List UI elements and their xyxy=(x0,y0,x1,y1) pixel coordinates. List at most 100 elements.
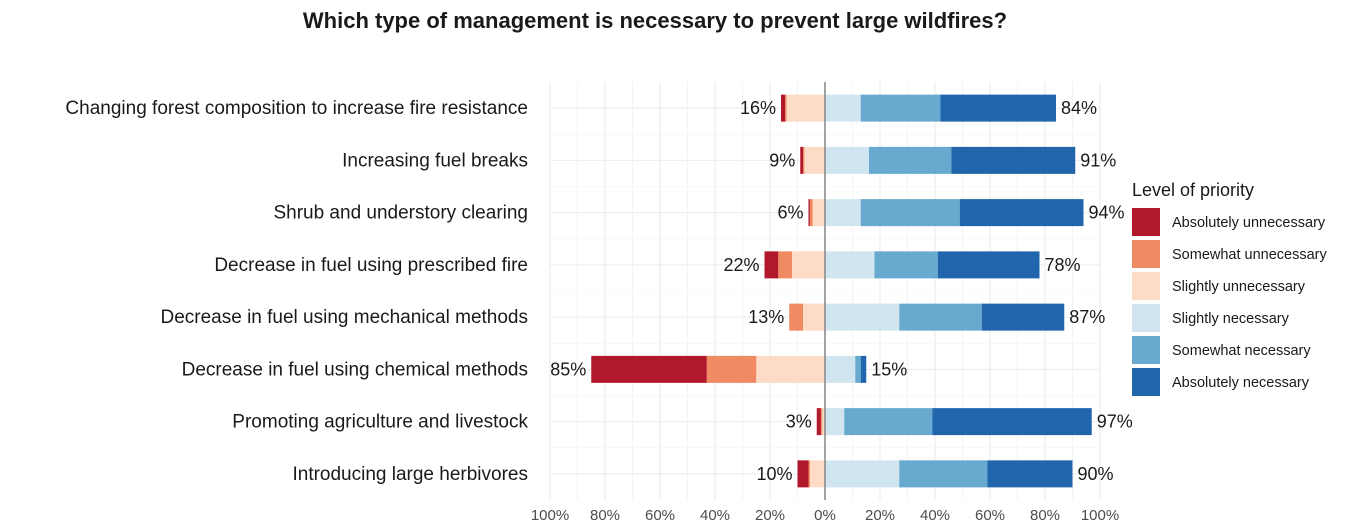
bar-segment xyxy=(860,355,867,383)
bar-segment xyxy=(825,303,900,331)
bar-segment xyxy=(855,355,861,383)
bar-segment xyxy=(803,146,805,174)
bar-segment xyxy=(825,251,875,279)
x-tick-label: 100% xyxy=(531,507,569,524)
bar-segment xyxy=(981,303,1065,331)
bar-segment xyxy=(764,251,779,279)
bar-segment xyxy=(809,460,825,488)
bar-segment xyxy=(809,199,813,227)
chart-title: Which type of management is necessary to… xyxy=(302,8,1008,33)
legend-swatch xyxy=(1132,304,1160,332)
positive-total-label: 90% xyxy=(1078,464,1114,484)
bar-segment xyxy=(940,94,1056,122)
legend-label: Absolutely necessary xyxy=(1172,375,1310,391)
bar-segment xyxy=(825,460,900,488)
legend-label: Slightly necessary xyxy=(1172,311,1290,327)
bar-segment xyxy=(860,94,941,122)
bar-segment xyxy=(803,303,825,331)
bar-segment xyxy=(937,251,1040,279)
bar-segment xyxy=(825,146,869,174)
bar-segment xyxy=(591,355,707,383)
bar-segment xyxy=(781,94,786,122)
category-label: Decrease in fuel using chemical methods xyxy=(182,359,528,380)
legend: Level of priority Absolutely unnecessary S… xyxy=(1132,180,1327,396)
category-label: Introducing large herbivores xyxy=(292,464,528,485)
positive-total-label: 78% xyxy=(1045,255,1081,275)
x-tick-label: 20% xyxy=(755,507,785,524)
x-tick-label: 60% xyxy=(975,507,1005,524)
bar-segment xyxy=(825,408,845,436)
bar-segment xyxy=(899,460,988,488)
positive-total-label: 94% xyxy=(1089,203,1125,223)
x-tick-label: 60% xyxy=(645,507,675,524)
legend-label: Somewhat necessary xyxy=(1172,343,1311,359)
legend-swatch xyxy=(1132,208,1160,236)
legend-label: Absolutely unnecessary xyxy=(1172,215,1326,231)
category-label: Decrease in fuel using prescribed fire xyxy=(214,255,528,276)
negative-total-label: 6% xyxy=(777,203,803,223)
legend-swatch xyxy=(1132,272,1160,300)
positive-total-label: 84% xyxy=(1061,98,1097,118)
bar-segment xyxy=(812,199,825,227)
bar-segment xyxy=(825,199,861,227)
category-label: Decrease in fuel using mechanical method… xyxy=(160,307,528,328)
negative-total-label: 9% xyxy=(769,150,795,170)
bar-segment xyxy=(808,199,810,227)
bar-segment xyxy=(797,460,809,488)
bar-segment xyxy=(820,408,823,436)
category-label: Increasing fuel breaks xyxy=(342,150,528,171)
x-tick-label: 40% xyxy=(920,507,950,524)
legend-swatch xyxy=(1132,368,1160,396)
negative-total-label: 22% xyxy=(723,255,759,275)
bar-segment xyxy=(804,146,825,174)
bar-segment xyxy=(844,408,933,436)
bar-segment xyxy=(789,303,803,331)
negative-total-label: 16% xyxy=(740,98,776,118)
negative-total-label: 85% xyxy=(550,359,586,379)
bar-segment xyxy=(778,251,792,279)
bar-segment xyxy=(800,146,803,174)
positive-total-label: 97% xyxy=(1097,412,1133,432)
bar-segment xyxy=(825,94,861,122)
category-label: Shrub and understory clearing xyxy=(273,203,528,224)
bar-segment xyxy=(899,303,982,331)
legend-label: Slightly unnecessary xyxy=(1172,279,1306,295)
bars xyxy=(591,82,1092,500)
bar-segment xyxy=(822,408,825,436)
bar-segment xyxy=(756,355,825,383)
category-label: Changing forest composition to increase … xyxy=(65,98,528,119)
bar-segment xyxy=(860,199,960,227)
bar-segment xyxy=(959,199,1084,227)
x-tick-label: 40% xyxy=(700,507,730,524)
x-tick-label: 20% xyxy=(865,507,895,524)
x-tick-label: 0% xyxy=(814,507,836,524)
bar-segment xyxy=(951,146,1076,174)
positive-total-label: 91% xyxy=(1080,150,1116,170)
negative-total-label: 10% xyxy=(756,464,792,484)
x-tick-label: 80% xyxy=(590,507,620,524)
x-tick-label: 80% xyxy=(1030,507,1060,524)
bar-segment xyxy=(706,355,757,383)
bar-segment xyxy=(987,460,1073,488)
legend-swatch xyxy=(1132,336,1160,364)
bar-segment xyxy=(869,146,952,174)
negative-total-label: 13% xyxy=(748,307,784,327)
labels: Changing forest composition to increase … xyxy=(65,98,1132,524)
negative-total-label: 3% xyxy=(786,412,812,432)
legend-label: Somewhat unnecessary xyxy=(1172,247,1327,263)
bar-segment xyxy=(874,251,938,279)
category-label: Promoting agriculture and livestock xyxy=(232,412,528,433)
bar-segment xyxy=(932,408,1092,436)
positive-total-label: 87% xyxy=(1069,307,1105,327)
bar-segment xyxy=(785,94,787,122)
bar-segment xyxy=(808,460,810,488)
legend-swatch xyxy=(1132,240,1160,268)
positive-total-label: 15% xyxy=(871,359,907,379)
bar-segment xyxy=(786,94,825,122)
bar-segment xyxy=(825,355,856,383)
legend-title: Level of priority xyxy=(1132,180,1254,200)
bar-segment xyxy=(792,251,825,279)
bar-segment xyxy=(816,408,821,436)
x-tick-label: 100% xyxy=(1081,507,1119,524)
